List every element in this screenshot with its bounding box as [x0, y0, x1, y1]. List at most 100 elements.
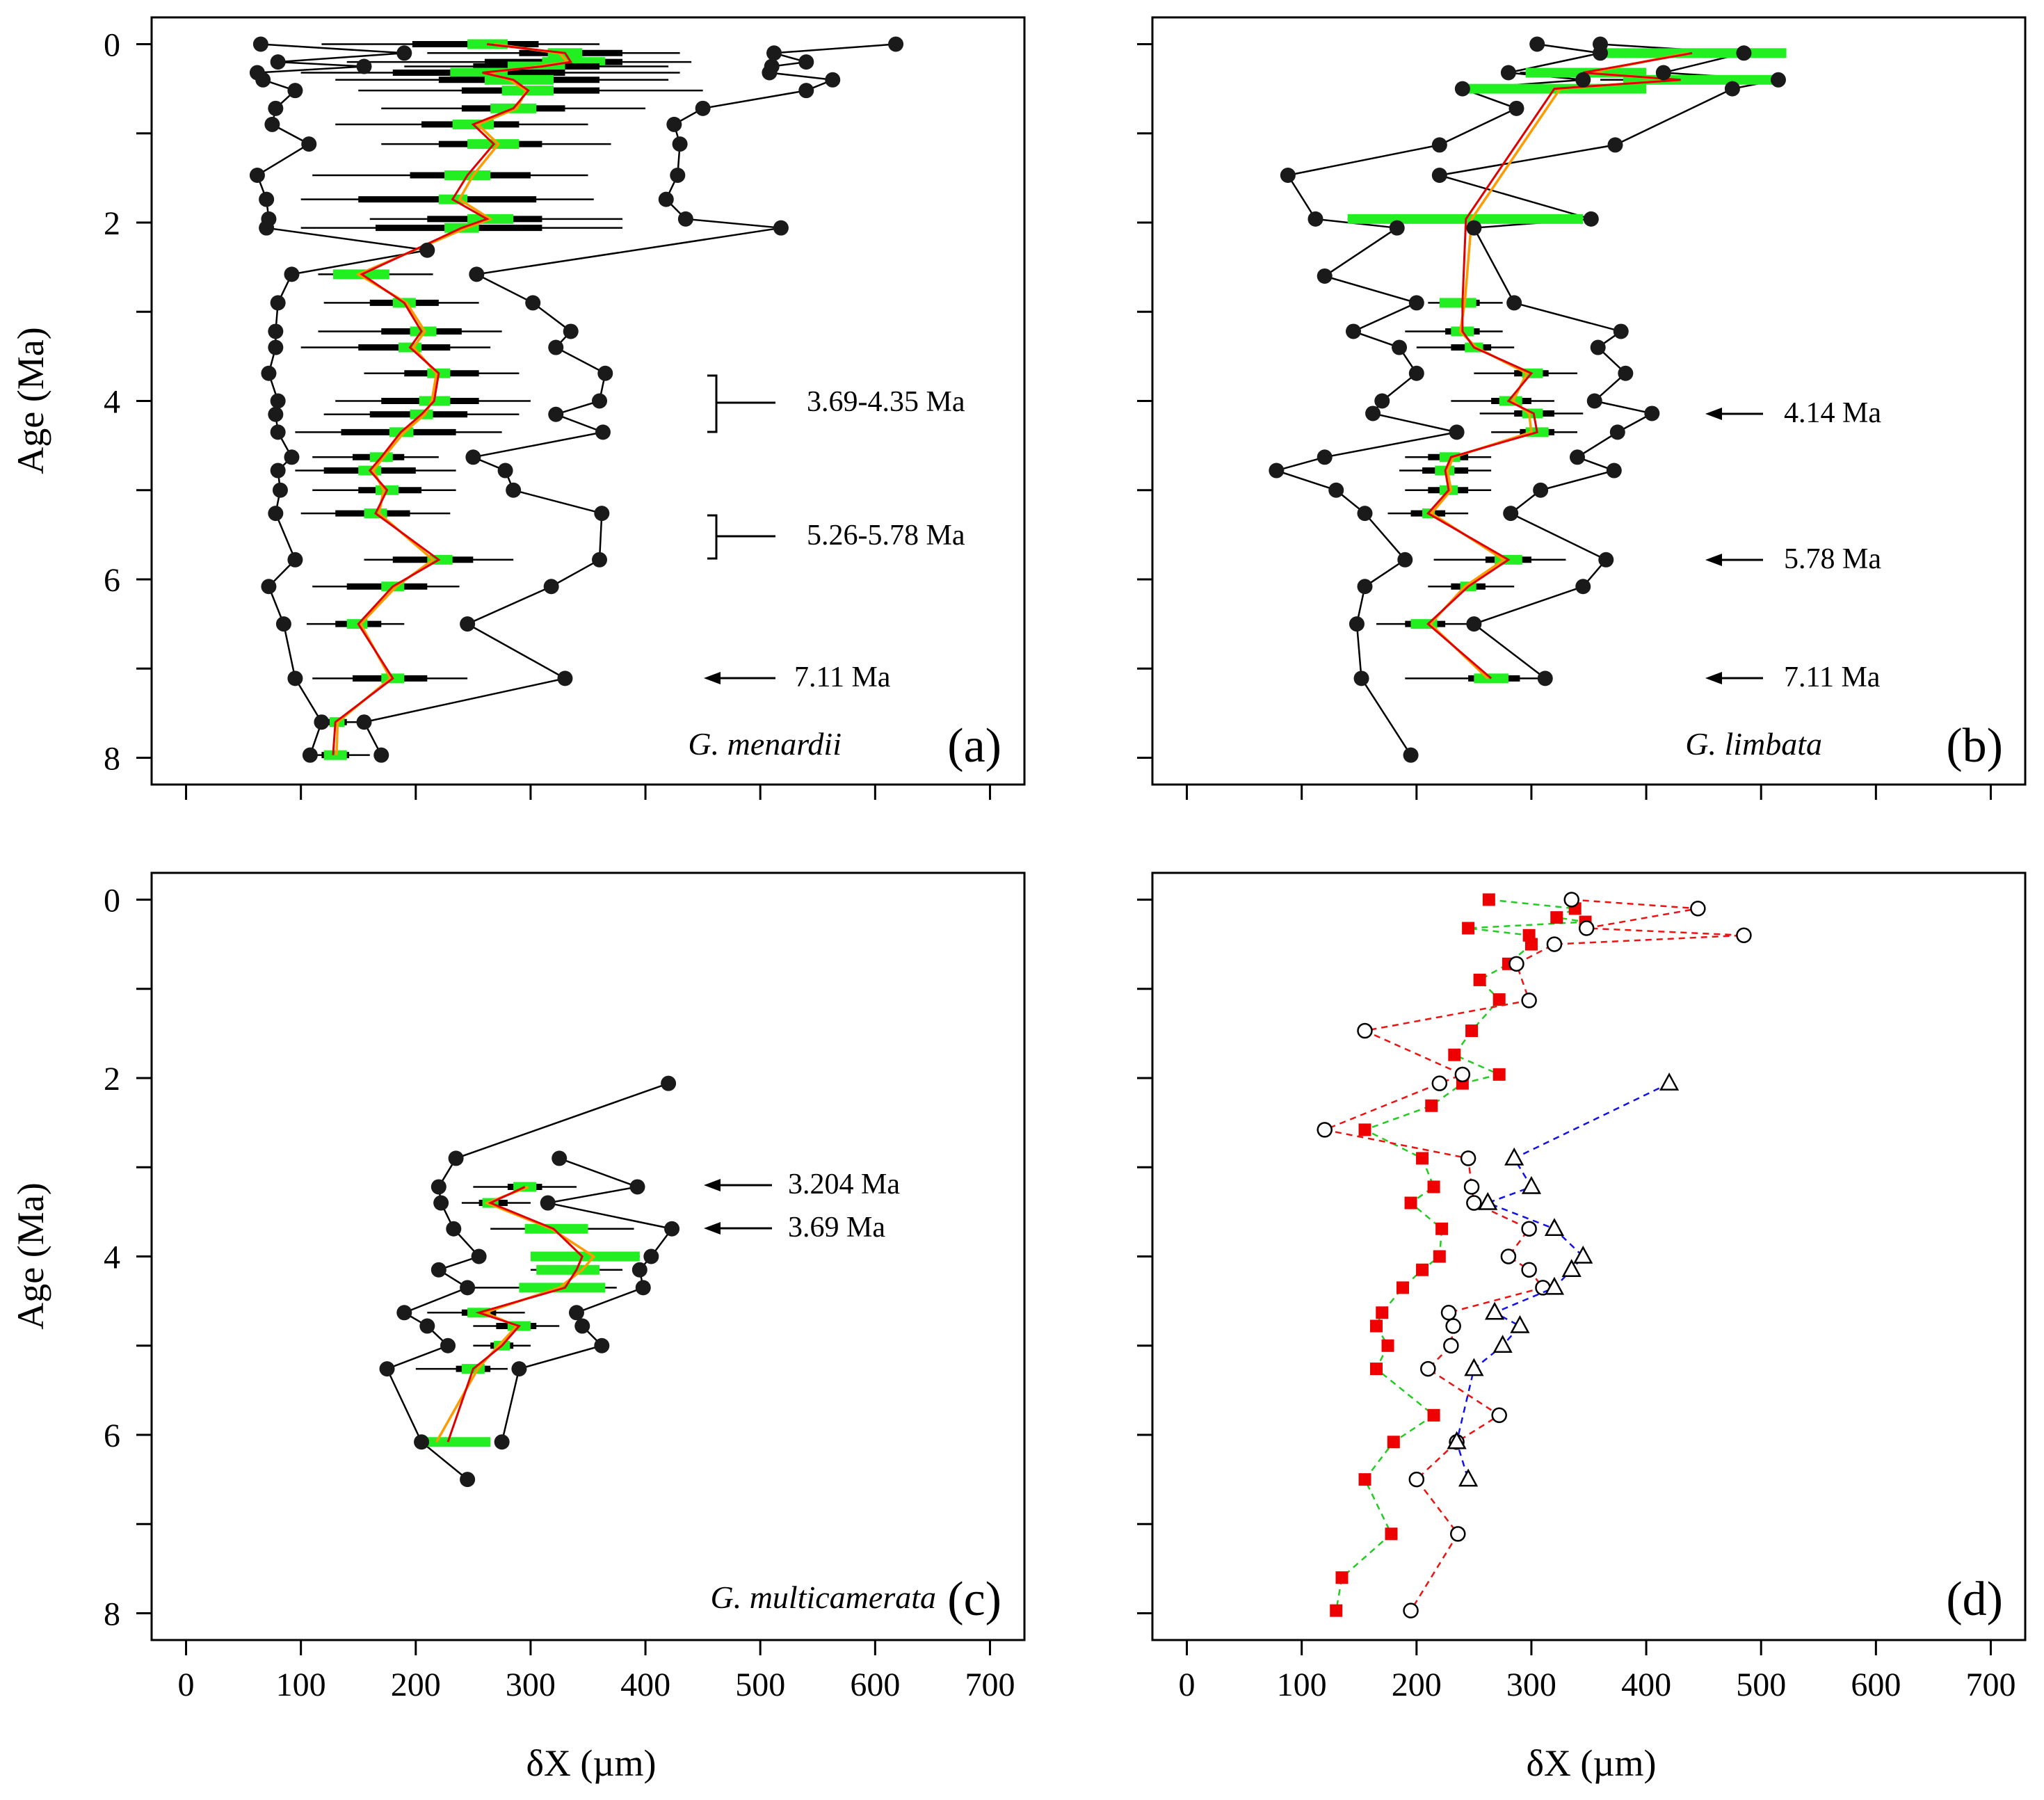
data-point	[433, 1195, 449, 1211]
y-tick-label: 8	[104, 1596, 120, 1633]
circle-point	[1736, 927, 1752, 944]
circle-point	[1445, 1318, 1461, 1334]
x-tick-label: 300	[1506, 1666, 1556, 1703]
square-point	[1492, 1068, 1506, 1081]
y-tick-label: 6	[104, 562, 120, 599]
x-tick-label: 200	[1392, 1666, 1442, 1703]
data-point	[798, 54, 814, 70]
panel-label-a: (a)	[947, 719, 1001, 773]
data-point	[268, 100, 284, 116]
data-point	[1508, 100, 1524, 116]
data-point	[798, 83, 814, 99]
triangle-point	[1447, 1431, 1467, 1449]
circle-point	[1466, 1195, 1482, 1211]
data-point	[494, 1434, 510, 1450]
data-point	[1607, 137, 1623, 153]
square-point	[1435, 1222, 1449, 1235]
mean-interval-box	[1439, 298, 1476, 308]
square-point	[1387, 1436, 1400, 1449]
data-point	[287, 83, 303, 99]
y-axis-title-top: Age (Ma)	[10, 327, 51, 474]
species-label-b: G. limbata	[1685, 726, 1822, 762]
mean-interval-box	[524, 1223, 588, 1234]
annotation-b1: 4.14 Ma	[1784, 397, 1881, 429]
data-point	[1618, 365, 1634, 381]
data-point	[594, 506, 610, 522]
data-point	[658, 191, 674, 207]
square-point	[1465, 1024, 1479, 1038]
data-point	[1644, 405, 1660, 421]
square-point	[1550, 911, 1563, 924]
triangle-point	[1464, 1358, 1484, 1376]
data-point	[1575, 579, 1591, 595]
data-point	[525, 295, 541, 311]
data-point	[670, 168, 686, 184]
circle-point	[1420, 1360, 1436, 1377]
x-axis-title-c: δX (µm)	[526, 1742, 656, 1784]
square-point	[1427, 1408, 1440, 1422]
data-point	[548, 339, 564, 355]
square-point	[1416, 1152, 1429, 1165]
annotation-b3: 7.11 Ma	[1784, 661, 1881, 693]
data-point	[268, 406, 284, 422]
data-point	[1328, 482, 1344, 498]
square-point	[1358, 1123, 1371, 1136]
data-point	[268, 323, 284, 339]
data-point	[1389, 220, 1405, 236]
series-2-dashed-line	[1456, 1082, 1670, 1480]
square-point	[1492, 993, 1506, 1006]
data-point	[766, 45, 782, 61]
data-point	[563, 323, 579, 339]
data-point	[446, 1221, 462, 1237]
data-point	[1269, 463, 1285, 479]
data-point	[1466, 616, 1482, 632]
y-tick-label: 8	[104, 741, 120, 778]
square-point	[1425, 1099, 1438, 1112]
data-point	[440, 1337, 456, 1353]
data-point	[469, 266, 485, 282]
data-point	[1392, 339, 1408, 355]
data-point	[594, 1337, 610, 1353]
data-point	[1357, 506, 1373, 522]
data-point	[592, 393, 608, 409]
data-point	[259, 191, 275, 207]
data-point	[666, 116, 682, 132]
square-point	[1381, 1339, 1394, 1352]
data-point	[629, 1179, 645, 1195]
data-point	[396, 45, 412, 61]
triangle-point	[1504, 1147, 1524, 1166]
data-point	[414, 1434, 430, 1450]
triangle-point	[1510, 1315, 1530, 1333]
data-point	[661, 1075, 677, 1091]
data-point	[1349, 616, 1365, 632]
data-point	[825, 72, 841, 88]
data-point	[597, 365, 613, 381]
data-point	[1280, 168, 1296, 184]
annotation-arrow-b2	[1705, 554, 1763, 566]
x-tick-label: 600	[1851, 1666, 1901, 1703]
data-point	[1593, 45, 1609, 61]
data-point	[471, 1248, 487, 1264]
data-point	[1529, 36, 1545, 52]
data-point	[595, 424, 611, 440]
data-point	[1724, 81, 1740, 97]
data-point	[284, 266, 300, 282]
data-point	[511, 1361, 527, 1377]
data-point	[272, 482, 288, 498]
annotation-a3: 7.11 Ma	[794, 661, 891, 693]
annotation-arrow-a3	[704, 672, 775, 684]
triangle-point	[1544, 1276, 1565, 1295]
data-point	[1569, 449, 1585, 465]
data-point	[643, 1248, 659, 1264]
mean-interval-box	[530, 1251, 640, 1262]
data-point	[261, 579, 277, 595]
data-point	[1583, 211, 1599, 227]
data-point	[379, 1361, 395, 1377]
mean-line-orange	[335, 42, 570, 755]
data-point	[302, 747, 318, 763]
circle-point	[1408, 1471, 1425, 1488]
circle-point	[1317, 1122, 1333, 1138]
data-point	[1466, 220, 1482, 236]
circle-point	[1521, 993, 1537, 1009]
data-point	[1655, 65, 1671, 81]
